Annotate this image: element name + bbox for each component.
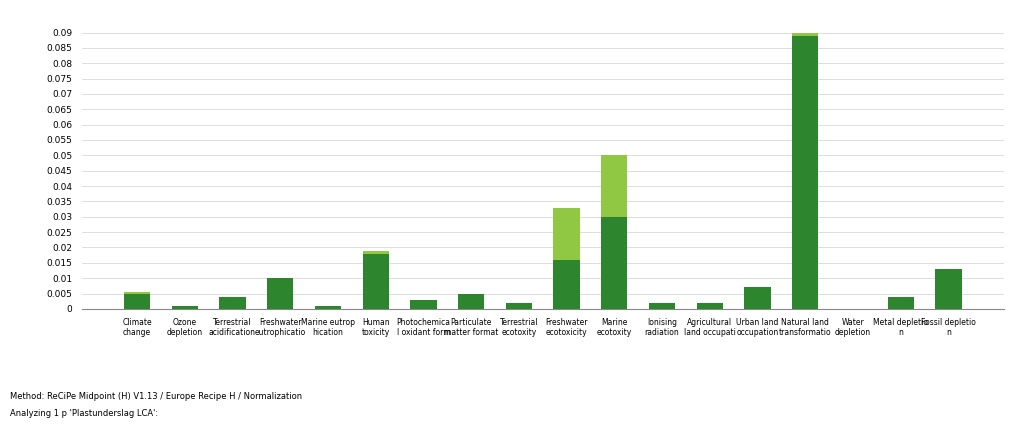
Text: Analyzing 1 p 'Plastunderslag LCA':: Analyzing 1 p 'Plastunderslag LCA':: [10, 409, 159, 418]
Bar: [219, 296, 246, 309]
Bar: [935, 269, 962, 309]
Bar: [888, 296, 913, 309]
Bar: [696, 303, 723, 309]
Bar: [553, 208, 580, 260]
Bar: [458, 293, 484, 309]
Bar: [793, 36, 818, 309]
Bar: [744, 287, 771, 309]
Bar: [601, 217, 628, 309]
Bar: [506, 303, 532, 309]
Bar: [314, 306, 341, 309]
Text: Method: ReCiPe Midpoint (H) V1.13 / Europe Recipe H / Normalization: Method: ReCiPe Midpoint (H) V1.13 / Euro…: [10, 392, 302, 401]
Bar: [553, 260, 580, 309]
Bar: [649, 303, 675, 309]
Bar: [793, 33, 818, 36]
Bar: [172, 306, 198, 309]
Bar: [411, 300, 436, 309]
Bar: [601, 155, 628, 217]
Bar: [362, 254, 389, 309]
Bar: [124, 292, 151, 293]
Bar: [267, 278, 293, 309]
Bar: [124, 293, 151, 309]
Bar: [362, 251, 389, 254]
